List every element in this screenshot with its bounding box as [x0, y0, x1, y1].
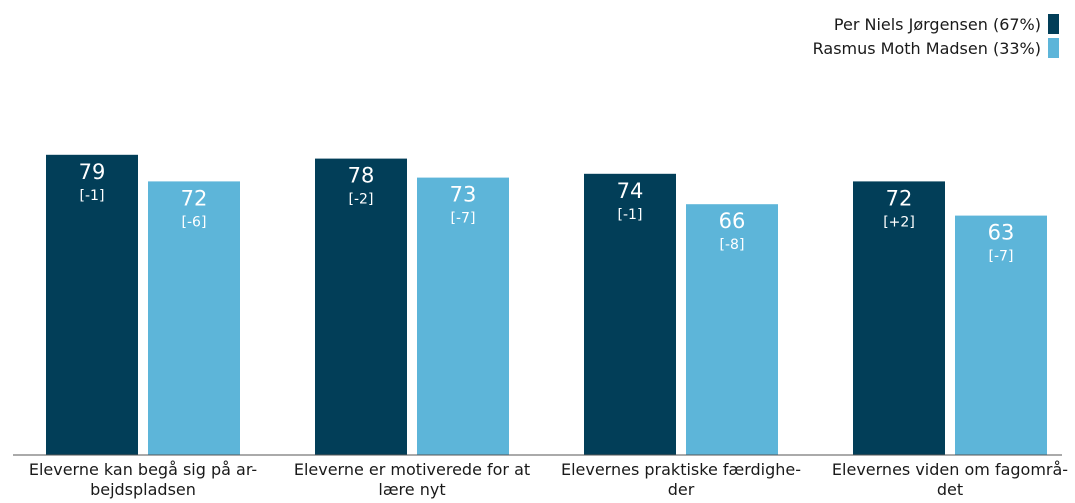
bar-change-label: [-1]	[80, 188, 105, 204]
bars-group: 79 [-1] 72 [-6] 78 [-2] 73 [-7] 74 [-1] 66 [-8] 72 [+…	[46, 154, 1047, 456]
bar-value-label: 72	[181, 186, 208, 210]
category-label-line: Eleverne er motiverede for at	[293, 460, 531, 479]
bar-value-label: 74	[617, 179, 644, 203]
bar-series-1-cat-3	[584, 173, 676, 456]
legend-label-series-2: Rasmus Moth Madsen (33%)	[812, 38, 1041, 58]
bar-change-label: [-1]	[618, 207, 643, 223]
bar-series-2-cat-1	[148, 181, 240, 455]
category-label-line: Elevernes viden om fagområ-	[831, 460, 1069, 479]
bar-value-label: 63	[988, 221, 1015, 245]
category-label-3: Elevernes praktiske færdighe-der	[556, 460, 806, 500]
legend-item-series-1: Per Niels Jørgensen (67%)	[813, 12, 1059, 36]
legend-label-series-1: Per Niels Jørgensen (67%)	[833, 14, 1041, 34]
bar-change-label: [+2]	[883, 214, 915, 230]
bar-series-2-cat-4	[955, 215, 1047, 455]
bar-change-label: [-7]	[451, 211, 476, 227]
category-label-line: bejdspladsen	[90, 480, 196, 499]
category-label-line: der	[667, 480, 695, 499]
bar-change-label: [-8]	[720, 237, 745, 253]
bar-series-1-cat-4	[853, 181, 945, 455]
bar-value-label: 73	[450, 183, 477, 207]
legend: Per Niels Jørgensen (67%) Rasmus Moth Ma…	[813, 12, 1059, 60]
legend-swatch-series-1	[1048, 14, 1059, 34]
bar-series-2-cat-2	[417, 177, 509, 455]
category-label-line: det	[936, 480, 964, 499]
category-label-line: lære nyt	[378, 480, 446, 499]
category-label-1: Eleverne kan begå sig på ar-bejdspladsen	[18, 460, 268, 500]
bar-value-label: 78	[348, 164, 375, 188]
bar-value-label: 66	[719, 209, 746, 233]
bar-change-label: [-6]	[182, 214, 207, 230]
category-label-4: Elevernes viden om fagområ-det	[825, 460, 1075, 500]
legend-swatch-series-2	[1048, 38, 1059, 58]
category-label-line: Eleverne kan begå sig på ar-	[28, 460, 258, 479]
bar-change-label: [-7]	[989, 249, 1014, 265]
bar-series-2-cat-3	[686, 204, 778, 455]
bar-series-1-cat-1	[46, 154, 138, 456]
legend-item-series-2: Rasmus Moth Madsen (33%)	[813, 36, 1059, 60]
bar-change-label: [-2]	[349, 192, 374, 208]
bar-series-1-cat-2	[315, 158, 407, 455]
category-label-2: Eleverne er motiverede for at lære nyt	[287, 460, 537, 500]
category-label-line: Elevernes praktiske færdighe-	[560, 460, 802, 479]
bar-value-label: 79	[79, 160, 106, 184]
bar-value-label: 72	[886, 186, 913, 210]
